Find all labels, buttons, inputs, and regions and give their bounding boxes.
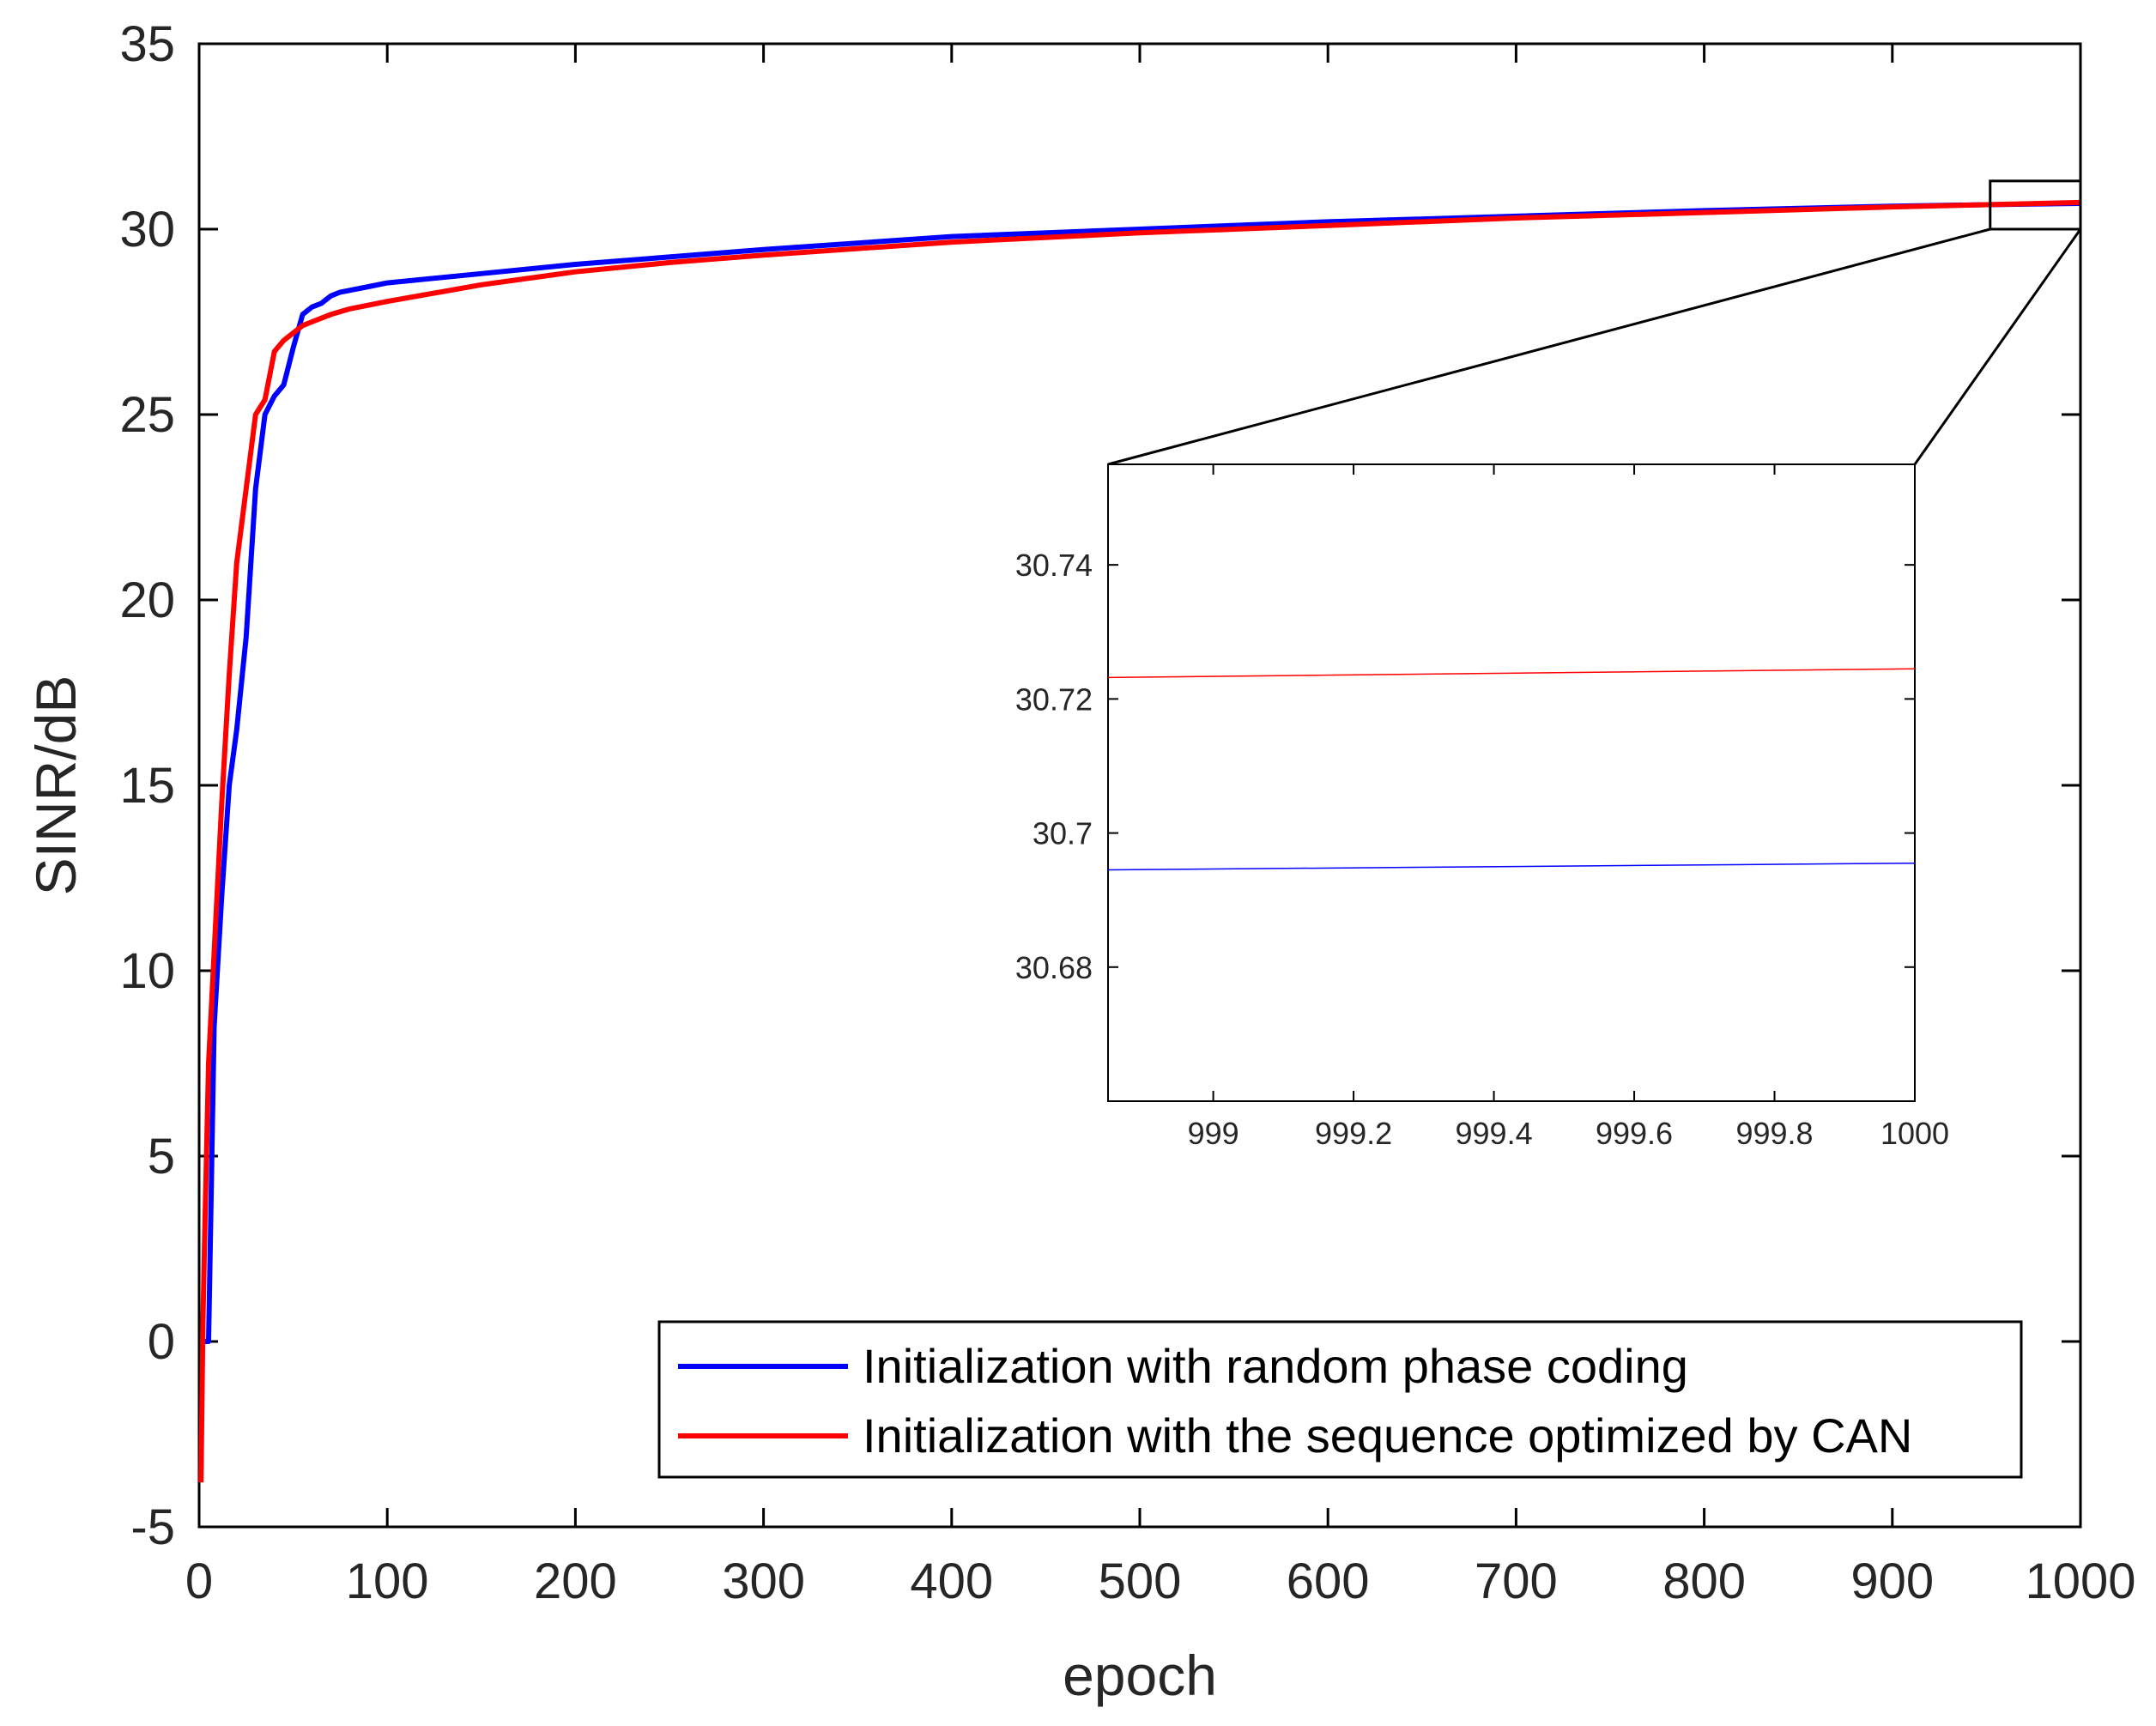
main-series (198, 199, 2081, 1483)
inset-x-tick-label: 999.8 (1735, 1116, 1813, 1151)
x-tick-label: 100 (346, 1553, 429, 1609)
x-tick-label: 500 (1099, 1553, 1182, 1609)
inset-y-tick-label: 30.74 (1015, 548, 1093, 583)
x-tick-label: 400 (910, 1553, 993, 1609)
series-line-0 (201, 201, 2081, 1344)
inset-y-tick-label: 30.72 (1015, 681, 1093, 717)
inset-series (1107, 668, 1916, 871)
main-tick-labels: 0 100 200 300 400 500 600 700 800 900 1000-5051015… (119, 16, 2135, 1609)
inset-x-tick-label: 999.4 (1456, 1116, 1533, 1151)
y-tick-label: 20 (119, 572, 175, 628)
legend: Initialization with random phase coding … (657, 1320, 2023, 1479)
x-tick-label: 900 (1850, 1553, 1934, 1609)
y-tick-label: 35 (119, 16, 175, 72)
inset-tick-labels: 999 999.2 999.4 999.6 999.8 1000 30.68 30.7 30.7… (1015, 548, 1949, 1151)
zoom-connector-right (1913, 228, 2082, 465)
x-tick-label: 200 (534, 1553, 617, 1609)
x-axis-label: epoch (1063, 1644, 1217, 1707)
main-ticks (197, 42, 2082, 1529)
inset-y-tick-label: 30.7 (1033, 816, 1093, 851)
x-tick-label: 600 (1287, 1553, 1370, 1609)
y-tick-label: 25 (119, 387, 175, 443)
inset-series-line-0 (1107, 862, 1916, 871)
y-tick-label: 0 (148, 1314, 175, 1370)
x-tick-label: 1000 (2025, 1553, 2135, 1609)
inset-x-tick-label: 999 (1188, 1116, 1239, 1151)
y-tick-label: 10 (119, 943, 175, 999)
y-tick-label: 15 (119, 758, 175, 814)
series-line-1 (198, 199, 2081, 1483)
x-tick-label: 700 (1475, 1553, 1558, 1609)
zoom-rectangle (1989, 179, 2082, 231)
inset-x-tick-label: 999.2 (1315, 1116, 1392, 1151)
y-tick-label: 5 (148, 1129, 175, 1184)
y-tick-label: -5 (130, 1499, 175, 1555)
legend-label-random-phase: Initialization with random phase coding (863, 1339, 1688, 1393)
inset-series-line-1 (1107, 668, 1916, 679)
inset-x-tick-label: 999.6 (1596, 1116, 1673, 1151)
inset-y-tick-label: 30.68 (1015, 950, 1093, 985)
y-tick-label: 30 (119, 202, 175, 257)
zoom-connector-left (1107, 227, 1991, 466)
zoom-indicator (1107, 179, 2082, 466)
x-tick-label: 800 (1662, 1553, 1746, 1609)
legend-label-can: Initialization with the sequence optimiz… (863, 1408, 1912, 1463)
x-tick-label: 0 (185, 1553, 213, 1609)
inset-axes-box (1107, 463, 1916, 1102)
inset-x-tick-label: 1000 (1880, 1116, 1949, 1151)
legend-box (657, 1320, 2023, 1479)
inset-ticks (1108, 464, 1916, 1101)
x-tick-label: 300 (722, 1553, 805, 1609)
y-axis-label: SINR/dB (24, 675, 88, 896)
